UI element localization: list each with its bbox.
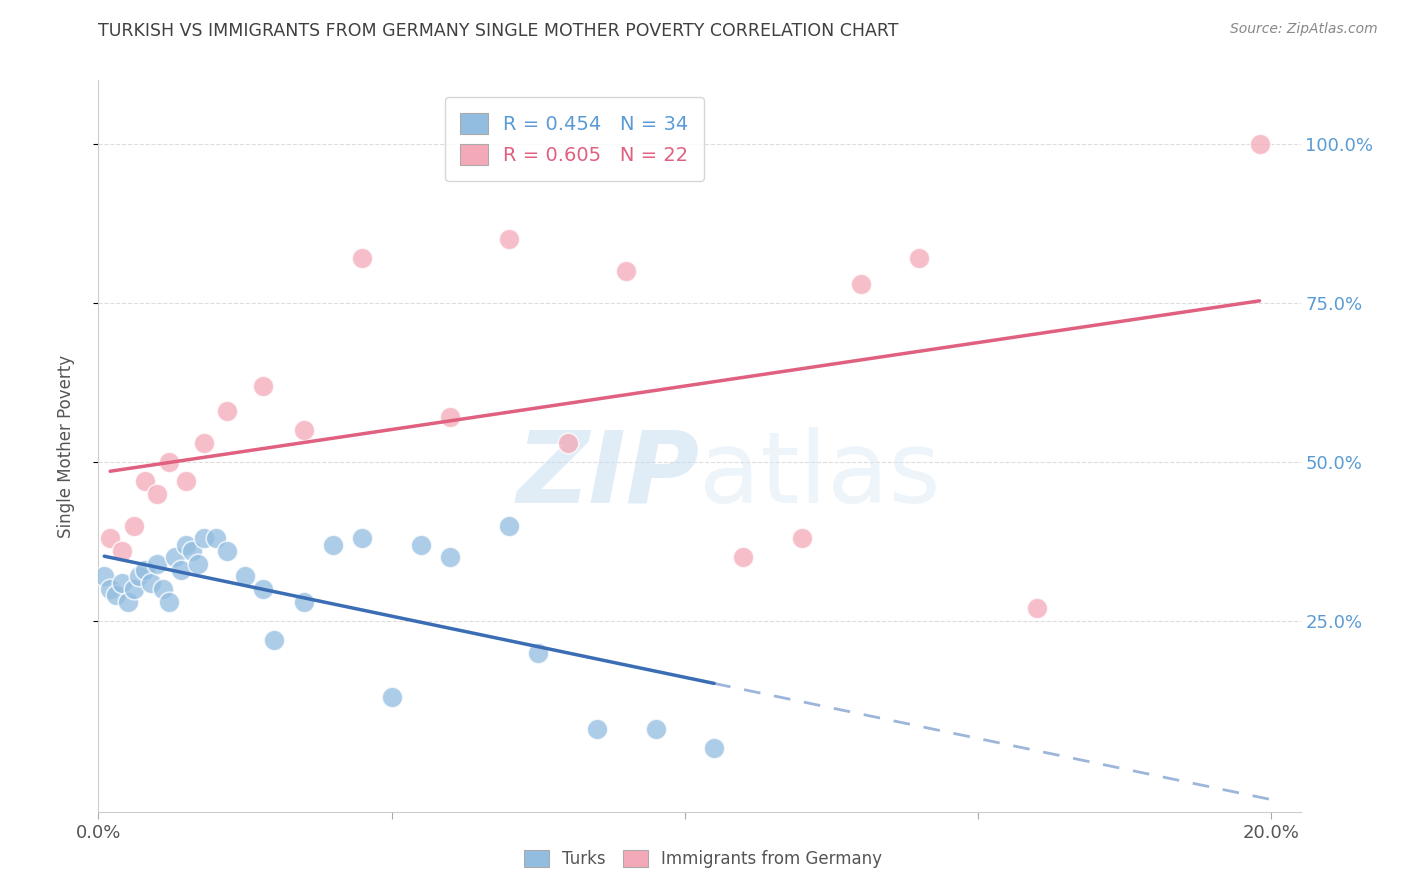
Point <box>263 632 285 647</box>
Point <box>176 474 198 488</box>
Point <box>176 538 198 552</box>
Point <box>122 582 145 596</box>
Point <box>193 531 215 545</box>
Point <box>93 569 115 583</box>
Point <box>352 531 374 545</box>
Point <box>193 435 215 450</box>
Point <box>128 569 150 583</box>
Point <box>352 252 374 266</box>
Point <box>122 518 145 533</box>
Legend: R = 0.454   N = 34, R = 0.605   N = 22: R = 0.454 N = 34, R = 0.605 N = 22 <box>444 97 704 180</box>
Point <box>134 563 156 577</box>
Point <box>217 404 239 418</box>
Point <box>252 378 274 392</box>
Point <box>181 544 204 558</box>
Point <box>141 575 163 590</box>
Point <box>498 232 520 246</box>
Point <box>1249 136 1271 151</box>
Point <box>98 531 121 545</box>
Point <box>439 410 461 425</box>
Point <box>146 557 169 571</box>
Point <box>111 575 134 590</box>
Point <box>790 531 813 545</box>
Text: Source: ZipAtlas.com: Source: ZipAtlas.com <box>1230 22 1378 37</box>
Text: atlas: atlas <box>700 426 941 524</box>
Point <box>252 582 274 596</box>
Point <box>98 582 121 596</box>
Point <box>527 646 550 660</box>
Text: ZIP: ZIP <box>516 426 700 524</box>
Point <box>292 595 315 609</box>
Point <box>134 474 156 488</box>
Point <box>111 544 134 558</box>
Point <box>105 589 128 603</box>
Point <box>163 550 186 565</box>
Point <box>146 486 169 500</box>
Point <box>381 690 404 705</box>
Y-axis label: Single Mother Poverty: Single Mother Poverty <box>56 354 75 538</box>
Point <box>498 518 520 533</box>
Point <box>908 252 931 266</box>
Point <box>644 722 666 736</box>
Point <box>849 277 872 291</box>
Point <box>117 595 139 609</box>
Point <box>322 538 344 552</box>
Point <box>292 423 315 437</box>
Point <box>169 563 191 577</box>
Point <box>733 550 755 565</box>
Point <box>409 538 432 552</box>
Point <box>586 722 609 736</box>
Point <box>204 531 226 545</box>
Point <box>1025 601 1047 615</box>
Point <box>157 595 180 609</box>
Point <box>614 264 637 278</box>
Legend: Turks, Immigrants from Germany: Turks, Immigrants from Germany <box>517 843 889 875</box>
Point <box>187 557 209 571</box>
Point <box>439 550 461 565</box>
Text: TURKISH VS IMMIGRANTS FROM GERMANY SINGLE MOTHER POVERTY CORRELATION CHART: TURKISH VS IMMIGRANTS FROM GERMANY SINGL… <box>98 22 898 40</box>
Point <box>233 569 256 583</box>
Point <box>217 544 239 558</box>
Point <box>557 435 579 450</box>
Point <box>157 455 180 469</box>
Point <box>703 741 725 756</box>
Point <box>152 582 174 596</box>
